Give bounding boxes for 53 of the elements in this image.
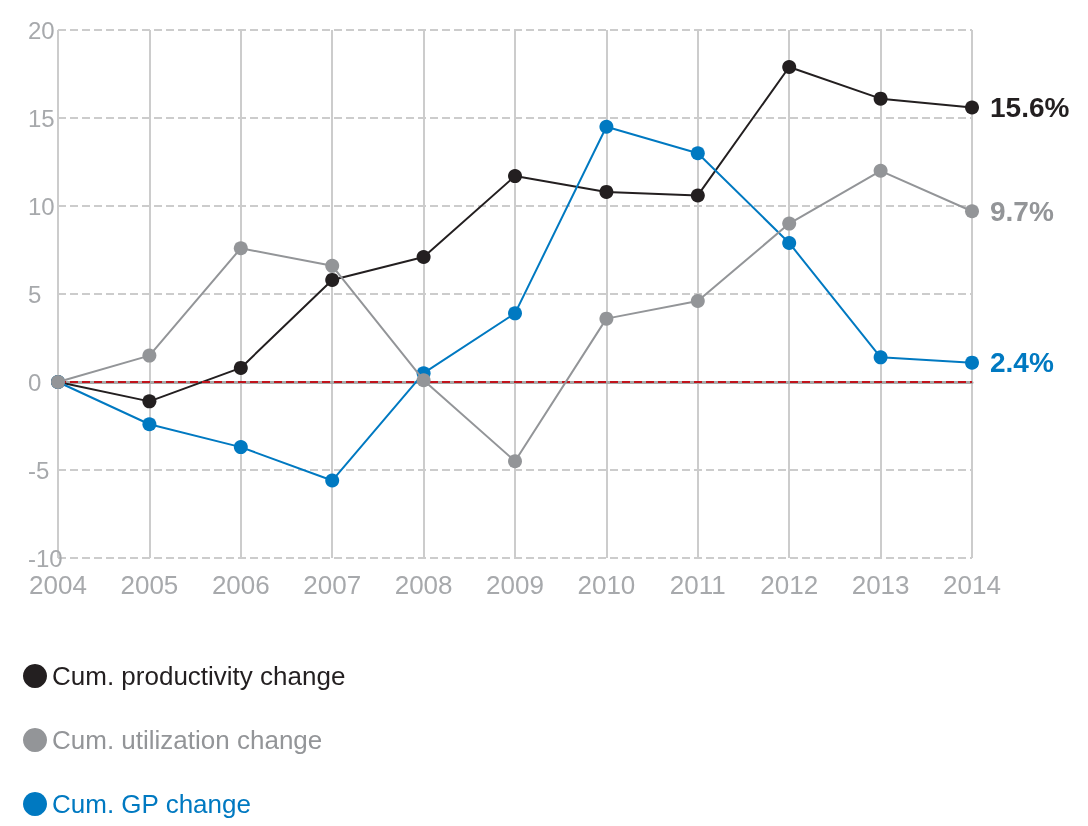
point (690, 294, 705, 309)
x-tick-label: 2005 (120, 570, 179, 600)
point (873, 350, 888, 365)
point (599, 311, 614, 326)
x-tick-label: 2013 (851, 570, 910, 600)
point (782, 216, 797, 231)
legend-label: Cum. GP change (52, 789, 251, 819)
point (782, 235, 797, 250)
x-tick-label: 2007 (303, 570, 362, 600)
point (508, 454, 522, 469)
point (690, 146, 705, 161)
point (233, 241, 248, 256)
point (233, 440, 248, 455)
point (873, 91, 888, 106)
legend-label: Cum. productivity change (52, 661, 346, 691)
point (325, 258, 340, 273)
point (782, 59, 797, 74)
point (690, 188, 705, 203)
x-tick-label: 2011 (669, 570, 726, 600)
x-tick-label: 2012 (760, 570, 819, 600)
point (599, 184, 614, 199)
point (965, 355, 979, 370)
y-tick-label: 5 (28, 280, 42, 308)
annotation: 2.4% (990, 347, 1054, 379)
point (142, 394, 157, 409)
x-tick-label: 2006 (211, 570, 270, 600)
annotation: 9.7% (990, 195, 1054, 227)
point (965, 204, 979, 219)
x-tick-label: 2008 (394, 570, 453, 600)
point (873, 163, 888, 178)
annotation: 15.6% (990, 91, 1070, 123)
y-tick-label: 0 (28, 368, 42, 396)
y-tick-label: 15 (28, 104, 55, 132)
point (599, 119, 614, 134)
point (416, 250, 431, 265)
y-tick-label: 10 (28, 192, 55, 220)
x-tick-label: 2010 (577, 570, 636, 600)
y-tick-label: -5 (28, 456, 50, 484)
point (325, 473, 340, 488)
legend-label: Cum. utilization change (52, 725, 323, 755)
point (508, 306, 522, 321)
x-tick-label: 2009 (486, 570, 544, 600)
point (233, 360, 248, 375)
x-tick-label: 2014 (943, 570, 1001, 600)
point (142, 417, 157, 432)
y-tick-label: 20 (28, 16, 55, 44)
point (142, 348, 157, 363)
x-tick-label: 2004 (29, 570, 87, 600)
point (965, 100, 979, 115)
point (508, 169, 522, 184)
point (416, 373, 431, 388)
point (325, 272, 340, 287)
y-tick-label: -10 (28, 544, 63, 572)
